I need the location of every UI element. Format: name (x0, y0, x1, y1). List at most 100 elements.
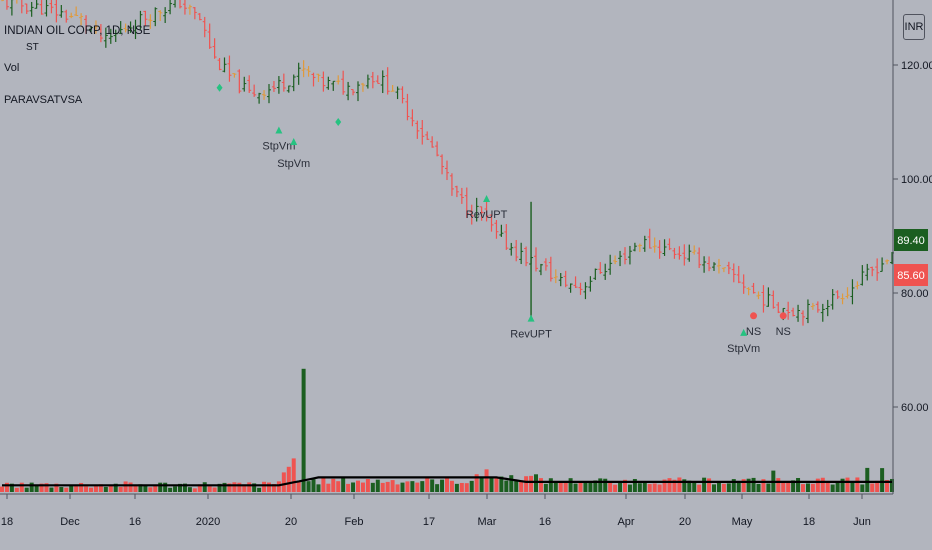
volume-bar (227, 483, 232, 492)
time-tick-label: 2020 (196, 516, 220, 528)
price-bar (825, 299, 830, 317)
volume-bar (148, 487, 153, 492)
price-bar (123, 23, 128, 33)
signal-annotation: NS (776, 312, 791, 338)
volume-bar (454, 483, 459, 492)
signal-label: NS (776, 326, 791, 338)
volume-bar (415, 482, 420, 492)
volume-bar (845, 477, 850, 492)
price-bar (801, 310, 805, 326)
volume-bar (796, 478, 801, 492)
volume-bar (677, 477, 682, 492)
price-bar (326, 76, 331, 90)
price-bar (726, 261, 731, 275)
price-bar (573, 276, 578, 289)
price-bar (449, 173, 454, 196)
time-axis-ticks: 18 Dec 16 2020 20 Feb 17 Mar 16 Apr 20 May 18 Jun (1, 494, 871, 528)
volume-bar (133, 485, 138, 492)
volume-bar (326, 483, 331, 492)
symbol-legend[interactable]: INDIAN OIL CORP, 1D, NSE (4, 25, 151, 37)
volume-bar (721, 483, 726, 492)
signal-label: StpVm (277, 158, 310, 170)
price-bar (632, 242, 637, 252)
price-bar (79, 13, 84, 26)
volume-bar (588, 481, 593, 492)
vsa-indicator-label[interactable]: PARAVSATVSA (4, 94, 83, 106)
volume-bar (430, 479, 435, 492)
volume-bar (4, 482, 9, 492)
price-bar (647, 228, 652, 249)
volume-bar (192, 488, 197, 492)
volume-bar (632, 478, 637, 492)
price-bar (484, 201, 489, 222)
price-bar (870, 266, 875, 277)
volume-indicator-label[interactable]: Vol (4, 62, 20, 74)
volume-bar (573, 483, 578, 492)
price-bar (568, 283, 573, 293)
price-bar (652, 237, 657, 253)
price-bar (182, 0, 187, 15)
volume-bar (341, 477, 346, 492)
volume-bar (593, 480, 598, 492)
volume-bar (420, 481, 425, 492)
price-tag-prev: 85.60 (894, 264, 928, 286)
volume-bar (890, 478, 894, 492)
volume-bar (360, 482, 365, 492)
price-bar (588, 276, 593, 292)
volume-bar (163, 482, 168, 492)
signal-diamond (216, 83, 223, 92)
volume-bar (281, 472, 286, 492)
volume-bar (662, 479, 667, 492)
currency-unit-button[interactable]: INR (903, 14, 925, 40)
price-tick-label: 80.00 (901, 288, 929, 300)
volume-bar (123, 481, 128, 492)
price-bar (603, 263, 608, 280)
price-bar (336, 75, 341, 85)
volume-bar (311, 479, 316, 492)
price-bar (232, 73, 237, 78)
volume-bar (449, 480, 454, 492)
price-bar (716, 258, 721, 274)
price-bar (667, 238, 672, 251)
volume-bar (182, 483, 187, 492)
price-bar (192, 7, 197, 20)
volume-bar (504, 480, 509, 492)
time-tick-label: Dec (60, 516, 80, 528)
volume-bar (128, 482, 133, 492)
price-bar (143, 10, 148, 27)
price-bar (415, 120, 420, 139)
price-bar (410, 109, 415, 127)
price-bar (380, 70, 385, 94)
price-bar (494, 220, 499, 239)
price-bar (875, 258, 880, 281)
price-bar (721, 267, 726, 273)
price-bar (464, 187, 469, 218)
volume-bar (93, 485, 98, 492)
volume-bar (370, 482, 375, 492)
price-bar (702, 256, 707, 273)
price-bar (855, 281, 860, 290)
price-bar (242, 76, 247, 92)
volume-bar (262, 481, 267, 492)
price-bar (291, 74, 296, 92)
volume-bar (830, 484, 835, 492)
price-bar (286, 85, 291, 93)
price-bar (583, 282, 588, 300)
volume-bar (143, 485, 148, 492)
volume-bar (880, 468, 885, 492)
price-bar (454, 185, 459, 198)
volume-bar (618, 481, 623, 492)
volume-bar (242, 484, 247, 492)
price-bar (741, 274, 746, 294)
volume-bar (9, 483, 14, 492)
price-bar (6, 0, 9, 10)
price-bar (524, 246, 529, 267)
volume-bar (64, 487, 69, 492)
price-bar (756, 291, 761, 300)
price-bar (435, 141, 440, 157)
volume-bar (553, 481, 558, 492)
price-bar (128, 21, 133, 33)
price-bar (885, 259, 890, 265)
volume-bar (79, 482, 84, 492)
